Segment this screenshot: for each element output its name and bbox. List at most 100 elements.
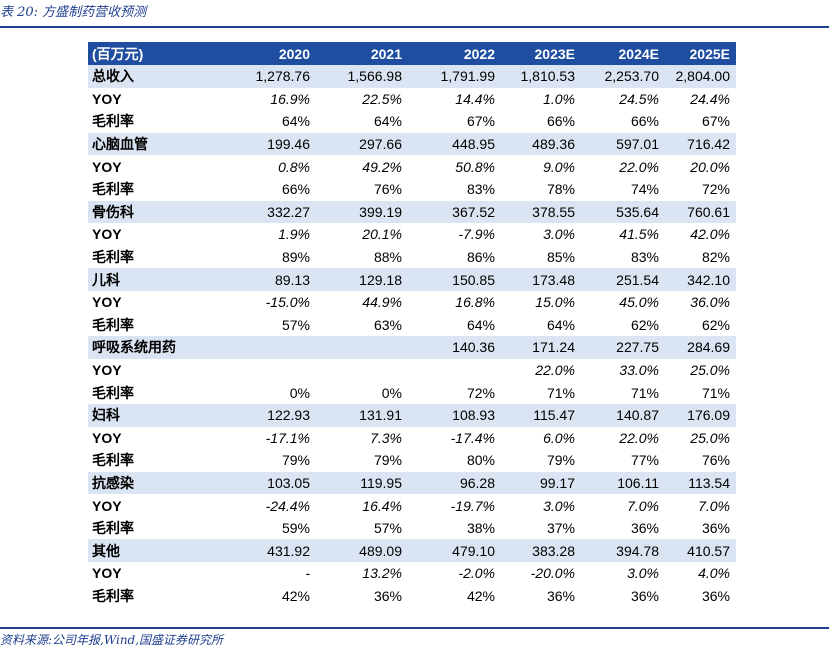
row-label: 毛利率 — [92, 384, 134, 401]
table-cell: -2.0% — [458, 565, 495, 582]
table-cell: 83% — [630, 249, 659, 266]
row-label: YOY — [92, 497, 122, 514]
table-cell: 50.8% — [455, 158, 495, 175]
table-header-row: (百万元) 2020 2021 2022 2023E 2024E 2025E — [88, 42, 736, 65]
table-cell: 62% — [701, 316, 730, 333]
table-cell: 64% — [373, 113, 402, 130]
table-row: 抗感染 103.05 119.95 96.28 99.17 106.11 113.54 — [88, 471, 736, 495]
table-row: YOY 0.8% 49.2% 50.8% 9.0% 22.0% 20.0% — [88, 155, 736, 178]
table-cell: 79% — [546, 452, 575, 469]
table-cell: 15.0% — [535, 294, 575, 311]
table-cell: 76% — [373, 181, 402, 198]
table-cell: 129.18 — [316, 268, 408, 291]
header-year: 2024E — [581, 42, 665, 65]
table-cell: 20.1% — [362, 226, 402, 243]
row-label: YOY — [92, 362, 122, 379]
table-row: 儿科 89.13 129.18 150.85 173.48 251.54 342.10 — [88, 268, 736, 291]
table-row: 毛利率 0% 0% 72% 71% 71% 71% — [88, 381, 736, 404]
table-row: 毛利率 79% 79% 80% 79% 77% 76% — [88, 449, 736, 472]
table-cell: 7.0% — [627, 497, 659, 514]
table-cell: -7.9% — [458, 226, 495, 243]
row-label: YOY — [92, 158, 122, 175]
table-cell: 76% — [701, 452, 730, 469]
table-row: 其他 431.92 489.09 479.10 383.28 394.78 410.57 — [88, 539, 736, 563]
table-cell: 131.91 — [316, 403, 408, 427]
table-cell: 20.0% — [690, 158, 730, 175]
table-cell: 3.0% — [543, 497, 575, 514]
table-row: 毛利率 89% 88% 86% 85% 83% 82% — [88, 246, 736, 269]
row-label: 其他 — [88, 539, 226, 563]
table-cell — [316, 359, 408, 382]
row-label: 抗感染 — [88, 471, 226, 495]
row-label: 毛利率 — [92, 316, 134, 333]
table-row: YOY -24.4% 16.4% -19.7% 3.0% 7.0% 7.0% — [88, 494, 736, 517]
table-cell: 2,253.70 — [581, 65, 665, 88]
table-cell: 227.75 — [581, 336, 665, 359]
table-cell: 1.0% — [543, 90, 575, 107]
table-cell: 489.36 — [501, 132, 581, 156]
row-label: 心脑血管 — [88, 132, 226, 156]
table-cell: 115.47 — [501, 403, 581, 427]
table-row: 总收入 1,278.76 1,566.98 1,791.99 1,810.53 2,253… — [88, 65, 736, 88]
row-label: YOY — [92, 294, 122, 311]
table-cell: -20.0% — [530, 565, 575, 582]
table-cell: 66% — [281, 181, 310, 198]
row-label: 毛利率 — [92, 520, 134, 537]
table-cell: 88% — [373, 249, 402, 266]
table-cell: 44.9% — [362, 294, 402, 311]
table-row: YOY 16.9% 22.5% 14.4% 1.0% 24.5% 24.4% — [88, 88, 736, 111]
table-cell — [226, 336, 316, 359]
table-cell: 1,791.99 — [408, 65, 501, 88]
header-year: 2025E — [665, 42, 736, 65]
table-cell: 72% — [466, 384, 495, 401]
table-cell: 24.4% — [690, 90, 730, 107]
table-cell: 716.42 — [665, 132, 736, 156]
table-cell: 176.09 — [665, 403, 736, 427]
table-cell: 89.13 — [226, 268, 316, 291]
table-cell: 1,810.53 — [501, 65, 581, 88]
table-cell: 140.87 — [581, 403, 665, 427]
table-cell: -19.7% — [450, 497, 495, 514]
table-cell: 57% — [373, 520, 402, 537]
table-row: 心脑血管 199.46 297.66 448.95 489.36 597.01 716.42 — [88, 132, 736, 156]
table-row: YOY -15.0% 44.9% 16.8% 15.0% 45.0% 36.0% — [88, 291, 736, 314]
row-label: 儿科 — [88, 268, 226, 291]
table-cell: 89% — [281, 249, 310, 266]
table-row: 毛利率 64% 64% 67% 66% 66% 67% — [88, 110, 736, 133]
table-cell: -17.1% — [265, 429, 310, 446]
table-cell: 16.8% — [455, 294, 495, 311]
header-year: 2022 — [408, 42, 501, 65]
table-cell: 99.17 — [501, 471, 581, 495]
table-cell: 74% — [630, 181, 659, 198]
table-cell: 140.36 — [408, 336, 501, 359]
table-cell: 173.48 — [501, 268, 581, 291]
caption-rule — [0, 26, 829, 28]
table-cell: 72% — [701, 181, 730, 198]
row-label: 毛利率 — [92, 452, 134, 469]
table-cell: 66% — [546, 113, 575, 130]
table-cell: 332.27 — [226, 200, 316, 224]
header-year: 2023E — [501, 42, 581, 65]
table-cell: 399.19 — [316, 200, 408, 224]
table-cell: 71% — [701, 384, 730, 401]
table-cell: 42.0% — [690, 226, 730, 243]
table-cell: 760.61 — [665, 200, 736, 224]
table-cell: 14.4% — [455, 90, 495, 107]
table-cell: 36% — [373, 587, 402, 604]
table-cell: 16.9% — [270, 90, 310, 107]
table-row: 毛利率 42% 36% 42% 36% 36% 36% — [88, 585, 736, 608]
table-cell: 67% — [466, 113, 495, 130]
table-cell — [408, 359, 501, 382]
table-cell: 4.0% — [698, 565, 730, 582]
table-cell: 57% — [281, 316, 310, 333]
table-cell: 36% — [630, 520, 659, 537]
table-cell: -24.4% — [265, 497, 310, 514]
table-cell: 36% — [701, 587, 730, 604]
table-body: 总收入 1,278.76 1,566.98 1,791.99 1,810.53 2,253… — [88, 65, 736, 607]
table-cell: 25.0% — [690, 362, 730, 379]
row-label: 呼吸系统用药 — [88, 336, 226, 359]
table-cell: 45.0% — [619, 294, 659, 311]
row-label: YOY — [92, 226, 122, 243]
table-cell: 119.95 — [316, 471, 408, 495]
row-label: 总收入 — [88, 65, 226, 88]
